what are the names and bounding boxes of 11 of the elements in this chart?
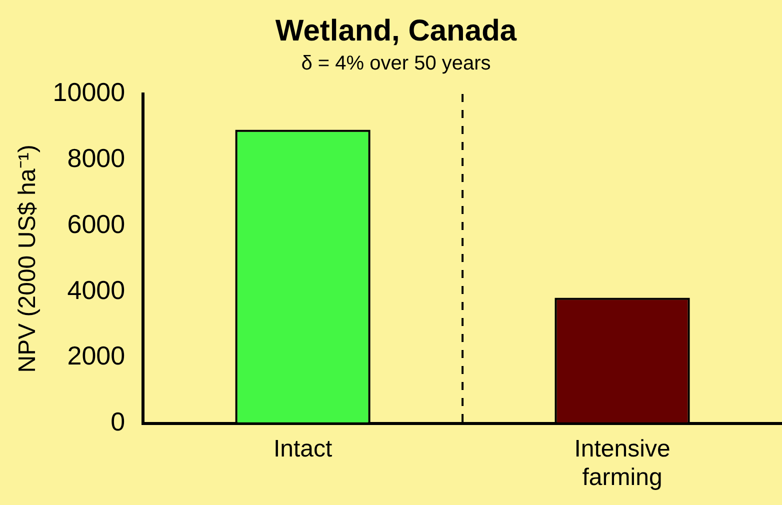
x-tick-label: Intact: [273, 435, 333, 462]
chart-subtitle: δ = 4% over 50 years: [301, 52, 491, 75]
x-tick-label: Intensive farming: [574, 435, 670, 492]
y-tick-label: 10000: [52, 77, 126, 108]
y-tick-label: 0: [110, 406, 126, 437]
y-tick-label: 4000: [67, 274, 126, 305]
chart-title: Wetland, Canada: [275, 14, 517, 48]
y-tick-label: 6000: [67, 208, 126, 239]
y-axis-title: NPV (2000 US$ ha⁻¹): [14, 144, 42, 373]
y-tick-label: 8000: [67, 143, 126, 174]
y-tick-label: 2000: [67, 340, 126, 371]
